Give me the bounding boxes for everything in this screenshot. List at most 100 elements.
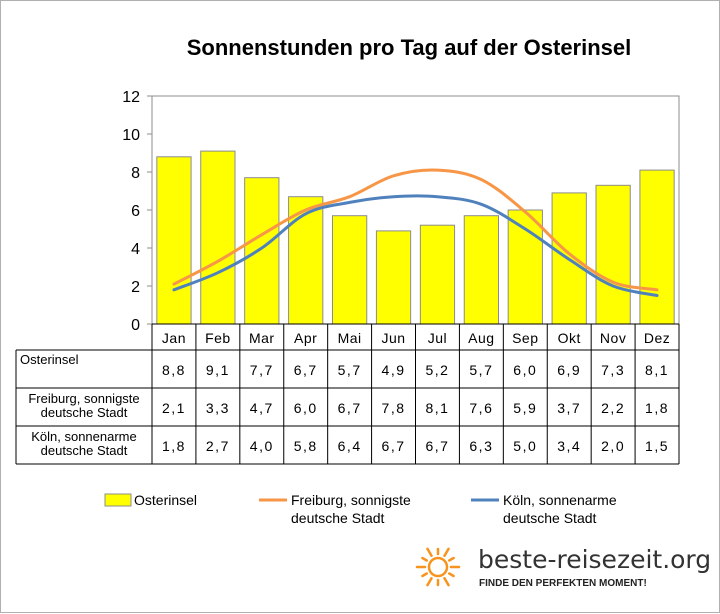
freiburg-line <box>172 168 659 292</box>
cell-value: 6,7 <box>338 400 362 416</box>
branding: beste-reisezeit.org FINDE DEN PERFEKTEN … <box>415 545 711 589</box>
row-label: Köln, sonnenarme <box>31 429 137 444</box>
cell-value: 6,9 <box>557 362 581 378</box>
row-label: deutsche Stadt <box>41 443 128 458</box>
cell-value: 3,3 <box>206 400 230 416</box>
legend-label-koeln: Köln, sonnenarme <box>503 492 617 508</box>
data-table: Jan Feb Mar Apr Mai Jun Jul Aug Sep Okt Nov Dez Oste… <box>15 323 680 465</box>
bar-nov <box>595 184 631 325</box>
sun-ray <box>443 547 450 557</box>
cell-value: 2,7 <box>206 438 230 454</box>
cell-value: 1,5 <box>645 438 669 454</box>
cell-value: 5,7 <box>469 362 493 378</box>
y-tick-label: 2 <box>131 279 140 296</box>
month-label: Jul <box>428 330 447 346</box>
cell-value: 2,2 <box>601 400 625 416</box>
bar-dez <box>639 169 675 325</box>
sun-logo-icon <box>415 547 461 587</box>
cell-value: 7,8 <box>382 400 406 416</box>
y-axis: 0 2 4 6 8 10 12 <box>122 89 152 334</box>
month-label: Apr <box>294 330 317 346</box>
y-tick-label: 10 <box>122 127 140 144</box>
cell-value: 2,0 <box>601 438 625 454</box>
plot-area <box>151 95 680 325</box>
cell-value: 6,3 <box>469 438 493 454</box>
cell-value: 6,7 <box>294 362 318 378</box>
month-label: Jun <box>382 330 406 346</box>
cell-value: 6,7 <box>425 438 449 454</box>
y-tick-label: 12 <box>122 89 140 106</box>
legend-label-koeln: deutsche Stadt <box>503 510 597 526</box>
month-label: Aug <box>468 330 494 346</box>
row-label: Osterinsel <box>20 352 79 367</box>
cell-value: 8,1 <box>425 400 449 416</box>
cell-value: 7,6 <box>469 400 493 416</box>
cell-value: 5,8 <box>294 438 318 454</box>
legend-label-freiburg: deutsche Stadt <box>291 510 385 526</box>
koeln-line <box>172 194 659 297</box>
cell-value: 3,7 <box>557 400 581 416</box>
legend-label-osterinsel: Osterinsel <box>134 492 197 508</box>
bar-sep <box>507 209 543 325</box>
sun-ray <box>443 577 450 587</box>
bar-mai <box>331 215 368 325</box>
legend: Osterinsel Freiburg, sonnigste deutsche St… <box>104 492 617 526</box>
brand-name: beste-reisezeit.org <box>478 545 711 574</box>
month-label: Mai <box>338 330 362 346</box>
y-tick-label: 6 <box>131 203 140 220</box>
cell-value: 2,1 <box>162 400 186 416</box>
legend-swatch-osterinsel <box>104 493 132 507</box>
cell-value: 9,1 <box>206 362 230 378</box>
row-label: deutsche Stadt <box>41 405 128 420</box>
month-label: Feb <box>205 330 231 346</box>
cell-value: 4,7 <box>250 400 274 416</box>
bar-jul <box>419 224 456 325</box>
brand-slogan: FINDE DEN PERFEKTEN MOMENT! <box>479 578 647 589</box>
cell-value: 8,8 <box>162 362 186 378</box>
bar-jan <box>156 156 192 325</box>
bar-jun <box>375 230 412 325</box>
cell-value: 7,7 <box>250 362 274 378</box>
bar-aug <box>463 215 500 325</box>
cell-value: 5,2 <box>425 362 449 378</box>
cell-value: 5,7 <box>338 362 362 378</box>
cell-value: 4,0 <box>250 438 274 454</box>
cell-value: 8,1 <box>645 362 669 378</box>
month-label: Sep <box>512 330 538 346</box>
month-label: Okt <box>558 330 581 346</box>
sun-ray <box>426 547 433 557</box>
month-label: Dez <box>644 330 670 346</box>
sun-ray <box>448 556 455 562</box>
sun-ray <box>421 572 428 578</box>
cell-value: 3,4 <box>557 438 581 454</box>
sun-ray <box>426 577 433 587</box>
cell-value: 7,3 <box>601 362 625 378</box>
y-tick-label: 0 <box>131 317 140 334</box>
cell-value: 1,8 <box>645 400 669 416</box>
cell-value: 4,9 <box>382 362 406 378</box>
bar-feb <box>200 150 236 325</box>
cell-value: 5,9 <box>513 400 537 416</box>
cell-value: 6,7 <box>382 438 406 454</box>
cell-value: 6,0 <box>513 362 537 378</box>
cell-value: 5,0 <box>513 438 537 454</box>
cell-value: 1,8 <box>162 438 186 454</box>
row-label: Freiburg, sonnigste <box>28 391 139 406</box>
cell-value: 6,0 <box>294 400 318 416</box>
plot-border <box>151 95 680 325</box>
month-label: Jan <box>162 330 186 346</box>
sun-core <box>427 556 449 578</box>
month-label: Nov <box>600 330 626 346</box>
sun-ray <box>421 556 428 562</box>
month-label: Mar <box>249 330 275 346</box>
sun-ray <box>448 572 455 578</box>
legend-label-freiburg: Freiburg, sonnigste <box>291 492 411 508</box>
bar-apr <box>288 196 324 325</box>
bar-mar <box>244 177 280 325</box>
cell-value: 6,4 <box>338 438 362 454</box>
chart-title: Sonnenstunden pro Tag auf der Osterinsel <box>187 35 632 60</box>
y-tick-label: 4 <box>131 241 140 258</box>
y-tick-label: 8 <box>131 165 140 182</box>
